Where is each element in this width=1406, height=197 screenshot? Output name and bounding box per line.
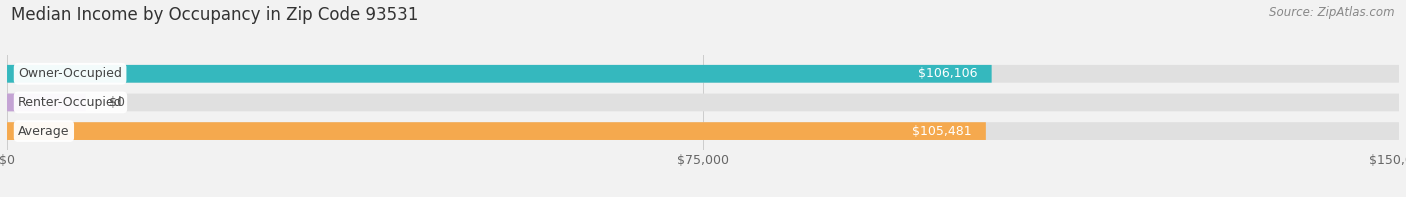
- FancyBboxPatch shape: [7, 122, 986, 140]
- Text: Average: Average: [18, 125, 70, 138]
- Text: $105,481: $105,481: [912, 125, 972, 138]
- Text: Owner-Occupied: Owner-Occupied: [18, 67, 122, 80]
- Text: $106,106: $106,106: [918, 67, 977, 80]
- FancyBboxPatch shape: [7, 65, 991, 83]
- Text: $0: $0: [110, 96, 125, 109]
- FancyBboxPatch shape: [7, 94, 86, 111]
- FancyBboxPatch shape: [7, 65, 1399, 83]
- Text: Source: ZipAtlas.com: Source: ZipAtlas.com: [1270, 6, 1395, 19]
- FancyBboxPatch shape: [7, 122, 1399, 140]
- Text: Median Income by Occupancy in Zip Code 93531: Median Income by Occupancy in Zip Code 9…: [11, 6, 419, 24]
- Text: Renter-Occupied: Renter-Occupied: [18, 96, 122, 109]
- FancyBboxPatch shape: [7, 94, 1399, 111]
